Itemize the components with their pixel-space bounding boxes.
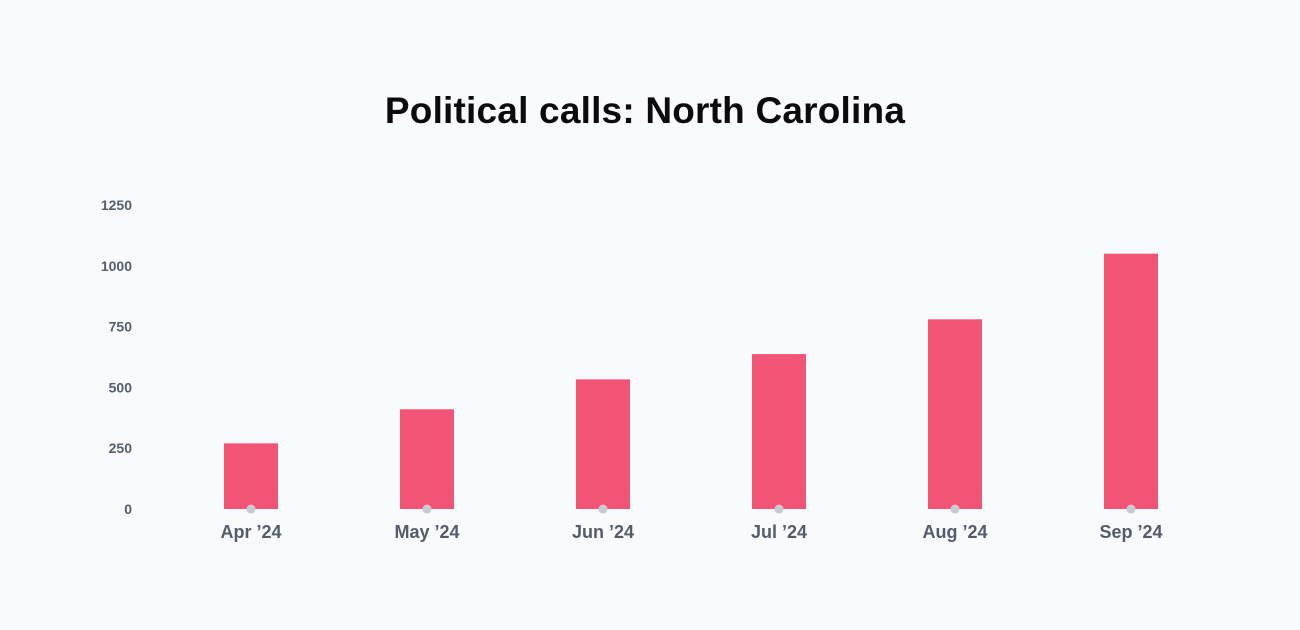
bar[interactable] xyxy=(928,319,982,509)
x-tick-label: Aug ’24 xyxy=(922,522,987,542)
bar[interactable] xyxy=(752,354,806,509)
bar-markers xyxy=(246,504,1136,514)
bar[interactable] xyxy=(1104,253,1158,509)
y-tick-label: 750 xyxy=(109,319,133,335)
bar-base-marker xyxy=(598,504,608,514)
y-tick-label: 0 xyxy=(124,501,132,517)
x-tick-label: May ’24 xyxy=(394,522,459,542)
y-tick-label: 1250 xyxy=(101,197,132,213)
bar[interactable] xyxy=(224,443,278,509)
x-tick-label: Jun ’24 xyxy=(572,522,634,542)
y-axis-ticks: 0 250 500 750 1000 1250 xyxy=(101,197,132,517)
chart-title: Political calls: North Carolina xyxy=(384,90,906,131)
x-axis-ticks: Apr ’24 May ’24 Jun ’24 Jul ’24 Aug ’24 Sep ’… xyxy=(220,522,1162,542)
x-tick-label: Apr ’24 xyxy=(220,522,281,542)
gridlines xyxy=(155,204,1200,510)
bar-base-marker xyxy=(950,504,960,514)
bars xyxy=(224,253,1158,509)
bar-base-marker xyxy=(1126,504,1136,514)
bar-base-marker xyxy=(422,504,432,514)
y-tick-label: 1000 xyxy=(101,258,132,274)
bar-base-marker xyxy=(246,504,256,514)
bar-base-marker xyxy=(774,504,784,514)
y-tick-label: 250 xyxy=(109,440,133,456)
x-tick-label: Jul ’24 xyxy=(751,522,807,542)
x-tick-label: Sep ’24 xyxy=(1099,522,1162,542)
bar[interactable] xyxy=(576,379,630,509)
bar[interactable] xyxy=(400,409,454,509)
y-tick-label: 500 xyxy=(109,379,133,395)
